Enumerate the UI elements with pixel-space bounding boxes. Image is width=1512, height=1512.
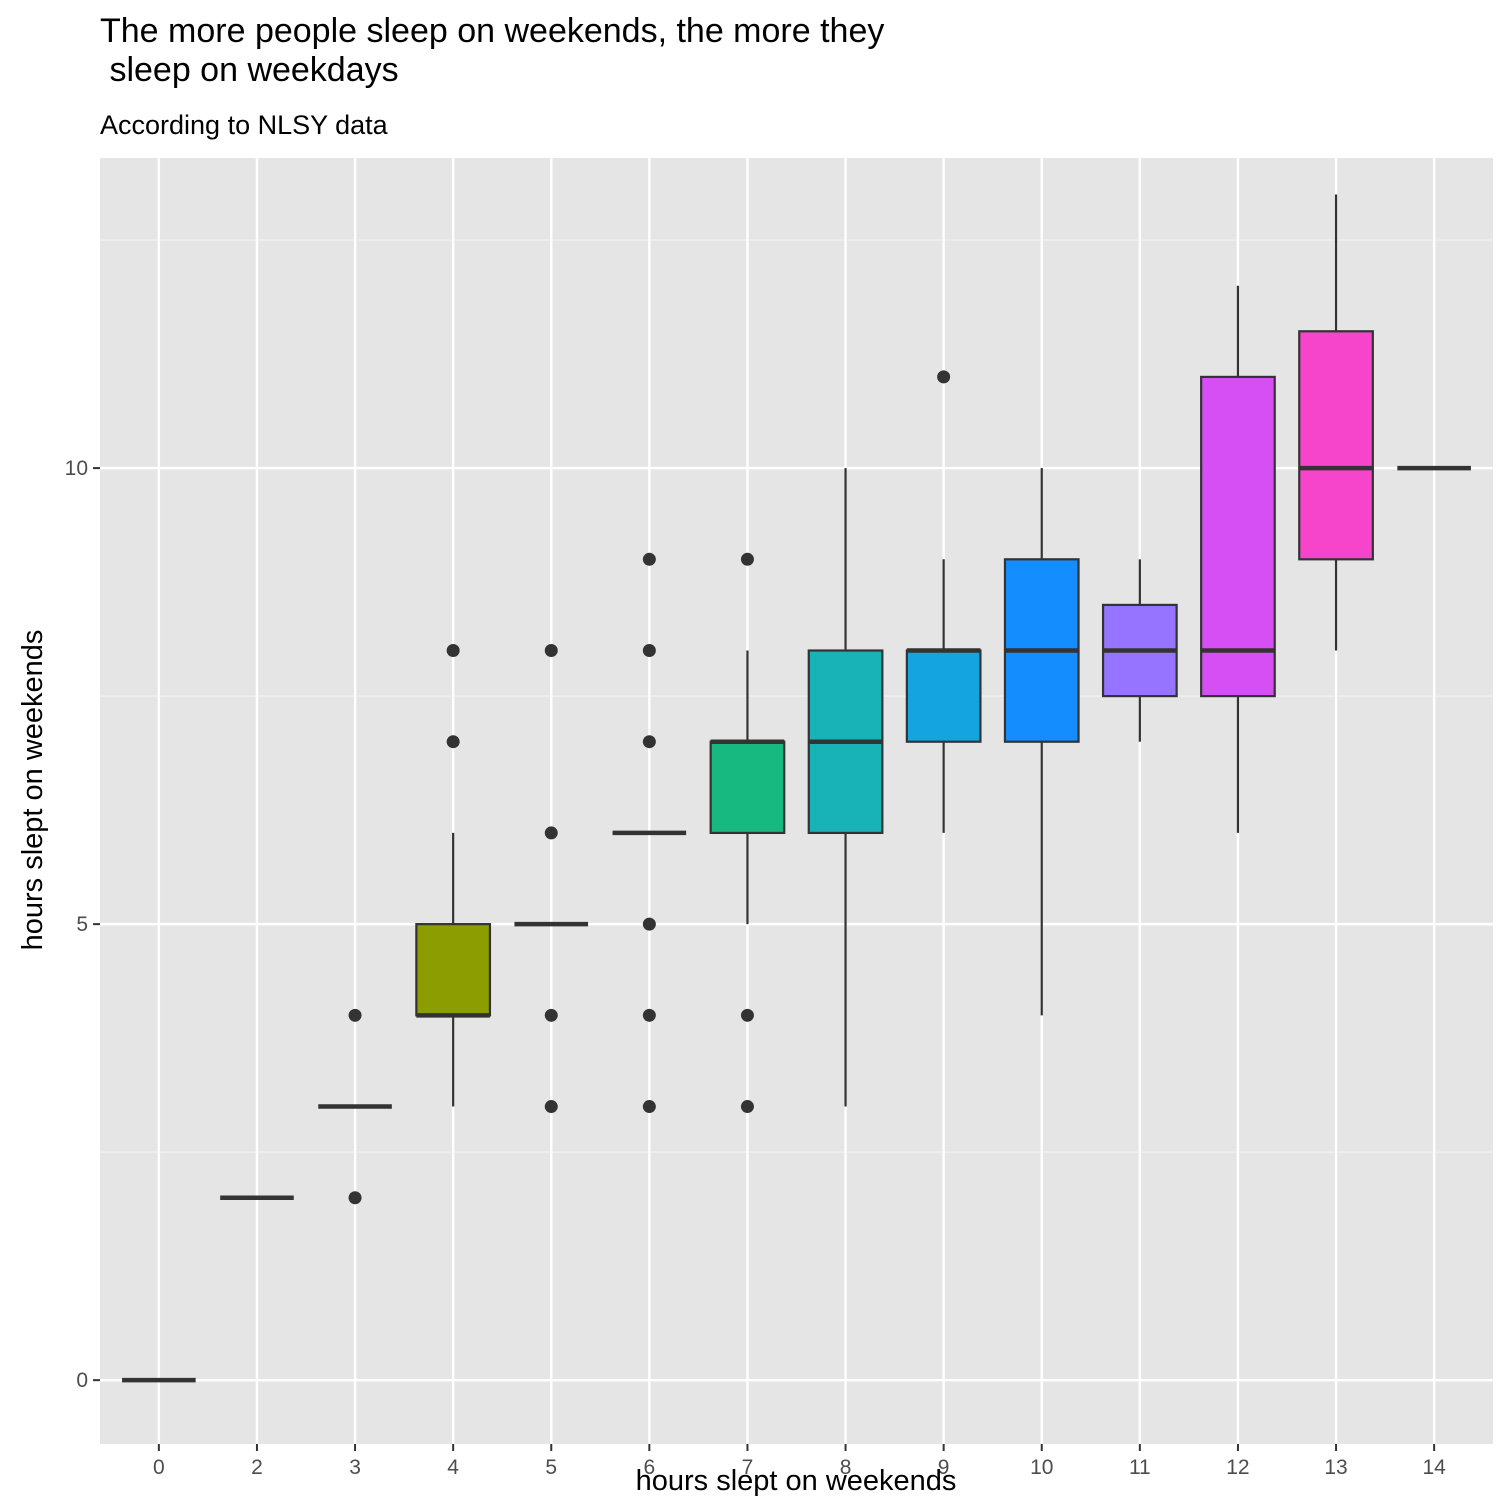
box-7: [709, 552, 786, 1114]
outlier-point: [642, 1100, 656, 1114]
y-tick-label: 5: [76, 913, 88, 936]
box-body: [415, 923, 492, 1017]
outlier-point: [544, 644, 558, 658]
outlier-point: [348, 1008, 362, 1022]
x-tick-label: 6: [644, 1456, 656, 1479]
x-tick-label: 8: [840, 1456, 852, 1479]
axes: 0 5 10 0 2 3 4 5 6 7 8 9 10 11 12 13 14: [65, 457, 1446, 1479]
x-axis-title: hours slept on weekends: [636, 1465, 957, 1497]
box-9: [905, 370, 982, 833]
x-tick-label: 3: [349, 1456, 361, 1479]
box-12: [1200, 285, 1276, 833]
x-tick-label: 7: [742, 1456, 754, 1479]
x-tick-label: 0: [153, 1456, 165, 1479]
box-4: [415, 644, 492, 1107]
x-tick-label: 9: [938, 1456, 950, 1479]
y-tick-label: 0: [76, 1369, 88, 1392]
box-body: [905, 649, 982, 743]
box-series: [122, 194, 1471, 1383]
x-tick-label: 10: [1030, 1456, 1053, 1479]
plot-panel: [100, 158, 1493, 1444]
box-body: [1200, 375, 1276, 698]
outlier-point: [642, 917, 656, 931]
outlier-point: [642, 735, 656, 749]
box-5: [514, 644, 589, 1114]
x-tick-label: 4: [447, 1456, 459, 1479]
y-tick-label: 10: [65, 457, 88, 480]
outlier-point: [642, 552, 656, 566]
outlier-point: [544, 1100, 558, 1114]
x-tick-label: 11: [1129, 1456, 1151, 1479]
x-tick-label: 13: [1324, 1456, 1347, 1479]
x-tick-label: 2: [251, 1456, 263, 1479]
x-tick-label: 12: [1226, 1456, 1249, 1479]
outlier-point: [642, 644, 656, 658]
box-3: [318, 1008, 392, 1205]
outlier-point: [348, 1191, 362, 1205]
x-tick-label: 14: [1422, 1456, 1446, 1479]
x-tick-label: 5: [545, 1456, 557, 1479]
box-6: [612, 552, 687, 1114]
box-body: [709, 740, 786, 835]
outlier-point: [446, 644, 460, 658]
box-13: [1298, 194, 1374, 651]
box-body: [1298, 330, 1374, 561]
outlier-point: [544, 826, 558, 840]
outlier-point: [544, 1008, 558, 1022]
outlier-point: [740, 1008, 754, 1022]
outlier-point: [740, 552, 754, 566]
y-axis-title: hours slept on weekends: [17, 630, 49, 951]
outlier-point: [937, 370, 951, 384]
outlier-point: [740, 1100, 754, 1114]
box-10: [1003, 468, 1080, 1016]
outlier-point: [642, 1008, 656, 1022]
box-11: [1101, 559, 1178, 742]
box-8: [807, 468, 884, 1107]
chart-subtitle: According to NLSY data: [100, 110, 388, 140]
outlier-point: [446, 735, 460, 749]
chart-title: The more people sleep on weekends, the m…: [100, 12, 885, 89]
